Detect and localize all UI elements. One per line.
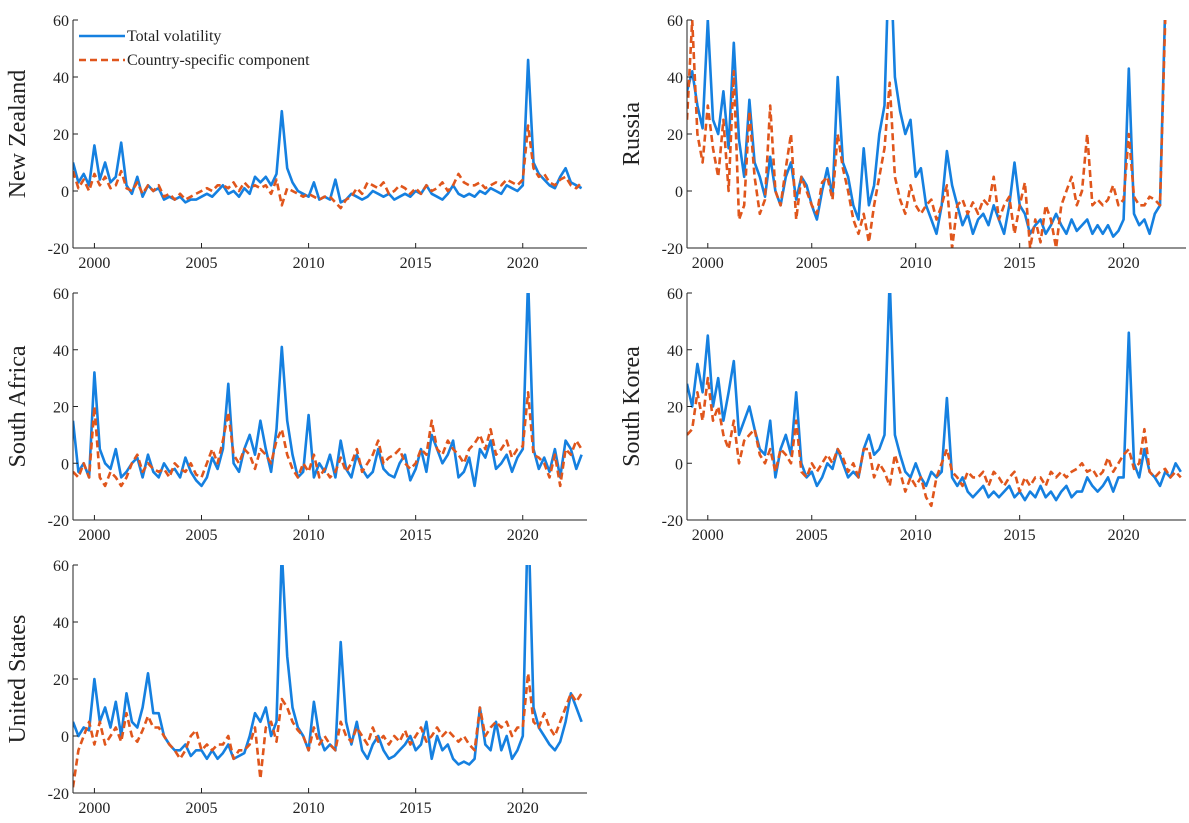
y-tick-label: 40 <box>53 70 69 87</box>
y-tick-label: 40 <box>667 343 683 360</box>
y-axis-label: South Africa <box>5 345 31 467</box>
x-tick-label: 2005 <box>796 527 828 544</box>
y-tick-label: 20 <box>667 400 683 417</box>
subplot: -20 0 20 40 60 2000 2005 2010 2015 2020 South Afri… <box>5 286 587 544</box>
y-tick-label: 60 <box>53 558 69 575</box>
x-tick-label: 2020 <box>507 527 539 544</box>
y-tick-label: 0 <box>675 456 683 473</box>
y-tick-label: 60 <box>53 13 69 30</box>
y-tick-label: -20 <box>48 513 69 530</box>
series-line <box>73 565 583 766</box>
y-tick-label: 60 <box>667 286 683 303</box>
x-tick-label: 2000 <box>692 255 724 272</box>
plot-area <box>687 20 1167 248</box>
x-tick-label: 2000 <box>78 527 110 544</box>
series-line <box>73 672 583 788</box>
y-tick-label: 20 <box>53 672 69 689</box>
series-line <box>687 376 1182 508</box>
y-tick-label: 0 <box>61 184 69 201</box>
plot-area <box>73 58 583 210</box>
series-line <box>73 391 583 488</box>
x-tick-label: 2010 <box>900 255 932 272</box>
x-tick-label: 2020 <box>1108 255 1140 272</box>
series-line <box>73 124 583 210</box>
x-tick-label: 2005 <box>796 255 828 272</box>
y-tick-label: 40 <box>667 70 683 87</box>
subplot: -20 0 20 40 60 2000 2005 2010 2015 2020 United Sta… <box>5 558 587 817</box>
x-tick-label: 2015 <box>1004 255 1036 272</box>
y-tick-label: 40 <box>53 615 69 632</box>
y-axis-label: Russia <box>619 102 645 166</box>
x-tick-label: 2005 <box>186 255 218 272</box>
y-tick-label: 20 <box>53 127 69 144</box>
x-tick-label: 2015 <box>400 800 432 817</box>
subplot: -20 0 20 40 60 2000 2005 2010 2015 2020 New Zealan… <box>5 13 587 272</box>
y-axis-label: United States <box>5 615 31 744</box>
series-line <box>687 293 1182 502</box>
x-tick-label: 2010 <box>293 800 325 817</box>
y-tick-label: 60 <box>667 13 683 30</box>
subplot: -20 0 20 40 60 2000 2005 2010 2015 2020 Russia <box>619 13 1186 272</box>
legend-label: Country-specific component <box>127 52 310 69</box>
x-tick-label: 2010 <box>900 527 932 544</box>
plot-area <box>687 293 1182 508</box>
series-line <box>687 20 1167 248</box>
y-tick-label: 0 <box>61 456 69 473</box>
y-axis-label: South Korea <box>619 346 645 467</box>
y-tick-label: 40 <box>53 343 69 360</box>
x-tick-label: 2020 <box>507 800 539 817</box>
y-tick-label: -20 <box>48 786 69 803</box>
x-tick-label: 2005 <box>186 800 218 817</box>
x-tick-label: 2020 <box>507 255 539 272</box>
x-tick-label: 2005 <box>186 527 218 544</box>
y-tick-label: -20 <box>662 241 683 258</box>
x-tick-label: 2015 <box>1004 527 1036 544</box>
series-line <box>73 58 583 204</box>
plot-area <box>73 565 583 788</box>
x-tick-label: 2010 <box>293 255 325 272</box>
x-tick-label: 2015 <box>400 255 432 272</box>
y-tick-label: -20 <box>48 241 69 258</box>
y-tick-label: 20 <box>667 127 683 144</box>
y-tick-label: 60 <box>53 286 69 303</box>
x-tick-label: 2000 <box>78 800 110 817</box>
x-tick-label: 2010 <box>293 527 325 544</box>
y-tick-label: 0 <box>61 729 69 746</box>
y-tick-label: 0 <box>675 184 683 201</box>
y-tick-label: 20 <box>53 400 69 417</box>
plot-area <box>73 293 583 488</box>
x-tick-label: 2000 <box>78 255 110 272</box>
x-tick-label: 2000 <box>692 527 724 544</box>
x-tick-label: 2020 <box>1108 527 1140 544</box>
y-axis-label: New Zealand <box>5 70 31 199</box>
y-tick-label: -20 <box>662 513 683 530</box>
subplot: -20 0 20 40 60 2000 2005 2010 2015 2020 South Kore… <box>619 286 1186 544</box>
legend-label: Total volatility <box>127 28 221 45</box>
series-line <box>73 293 583 488</box>
x-tick-label: 2015 <box>400 527 432 544</box>
